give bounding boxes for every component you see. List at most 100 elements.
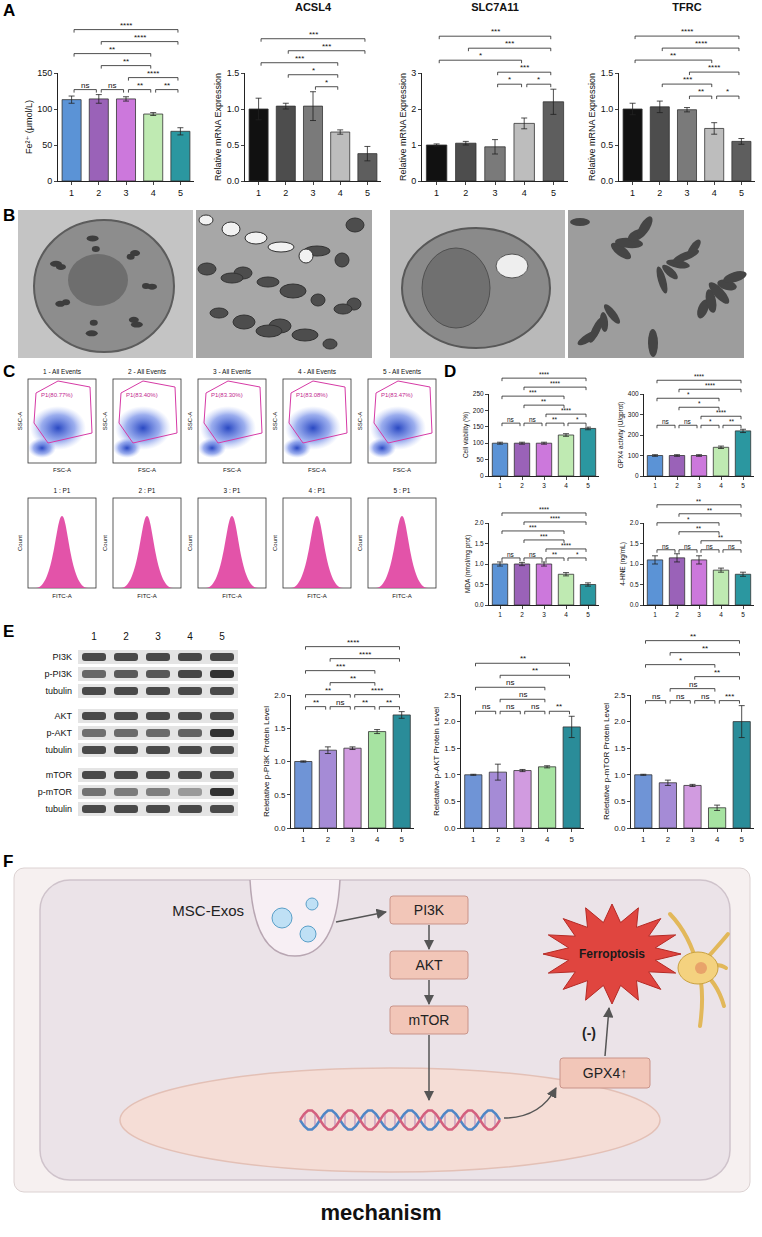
svg-text:1.5: 1.5 (227, 68, 240, 78)
svg-text:****: **** (695, 39, 707, 48)
svg-text:SSC-A: SSC-A (272, 412, 278, 430)
svg-text:FITC-A: FITC-A (392, 593, 411, 599)
svg-text:**: ** (325, 686, 331, 695)
svg-text:*: * (508, 75, 511, 84)
svg-text:4: 4 (187, 631, 193, 642)
svg-text:2.0: 2.0 (630, 519, 639, 526)
svg-text:1: 1 (91, 631, 97, 642)
svg-text:**: ** (520, 654, 526, 663)
svg-text:50: 50 (476, 456, 484, 463)
svg-text:FITC-A: FITC-A (52, 593, 71, 599)
svg-text:3: 3 (411, 68, 416, 78)
svg-text:ns: ns (529, 416, 537, 423)
svg-text:2: 2 (283, 188, 288, 198)
svg-text:5: 5 (741, 611, 745, 618)
svg-text:Count: Count (272, 535, 278, 551)
svg-text:*: * (698, 400, 701, 407)
svg-text:**: ** (350, 674, 356, 683)
svg-text:5: 5 (219, 631, 225, 642)
svg-text:****: **** (561, 542, 572, 549)
svg-text:*: * (726, 87, 729, 96)
svg-text:AKT: AKT (415, 957, 443, 973)
svg-text:2: 2 (463, 188, 468, 198)
svg-text:2.0: 2.0 (475, 519, 484, 526)
svg-text:4: 4 (719, 482, 723, 489)
svg-text:ns: ns (652, 692, 660, 701)
svg-text:0.5: 0.5 (227, 140, 240, 150)
svg-text:p-PI3K: p-PI3K (44, 669, 72, 679)
svg-text:*: * (576, 551, 579, 558)
svg-text:4: 4 (545, 835, 550, 844)
svg-text:Count: Count (187, 535, 193, 551)
svg-text:FSC-A: FSC-A (53, 467, 71, 473)
svg-text:PI3K: PI3K (414, 902, 445, 918)
svg-text:SSC-A: SSC-A (17, 412, 23, 430)
svg-text:ns: ns (81, 81, 89, 90)
svg-text:***: *** (683, 75, 692, 84)
svg-text:1: 1 (434, 188, 439, 198)
svg-text:4-HNE (ng/mL): 4-HNE (ng/mL) (619, 542, 627, 586)
svg-text:****: **** (539, 506, 550, 513)
svg-text:****: **** (550, 515, 561, 522)
svg-text:1: 1 (256, 188, 261, 198)
svg-text:****: **** (716, 409, 727, 416)
svg-text:ns: ns (662, 418, 670, 425)
svg-text:4: 4 (715, 835, 720, 844)
svg-text:3: 3 (123, 188, 128, 198)
svg-text:ns: ns (531, 702, 539, 711)
svg-text:1 - All Events: 1 - All Events (43, 368, 82, 375)
svg-text:*: * (709, 418, 712, 425)
svg-text:1.5: 1.5 (475, 540, 484, 547)
svg-text:3: 3 (155, 631, 161, 642)
svg-text:***: *** (336, 662, 345, 671)
svg-text:MSC-Exos: MSC-Exos (172, 902, 244, 919)
svg-text:**: ** (698, 87, 704, 96)
svg-text:****: **** (134, 33, 146, 42)
svg-text:150: 150 (37, 68, 52, 78)
svg-text:200: 200 (473, 407, 484, 414)
svg-text:ns: ns (507, 416, 515, 423)
svg-text:2: 2 (411, 104, 416, 114)
svg-text:1.5: 1.5 (601, 68, 614, 78)
svg-text:2 - All Events: 2 - All Events (128, 368, 167, 375)
svg-text:**: ** (714, 668, 720, 677)
svg-text:Relative mRNA Expression: Relative mRNA Expression (398, 73, 408, 181)
svg-text:ns: ns (336, 698, 344, 707)
svg-text:**: ** (123, 57, 129, 66)
svg-text:***: *** (725, 692, 734, 701)
svg-text:****: **** (705, 382, 716, 389)
svg-text:2.5: 2.5 (444, 691, 456, 700)
svg-text:PI3K: PI3K (52, 652, 72, 662)
svg-text:Fe²⁺ (μmol/L): Fe²⁺ (μmol/L) (24, 100, 34, 154)
svg-text:GPX4↑: GPX4↑ (583, 1065, 627, 1081)
svg-text:5: 5 (399, 835, 404, 844)
svg-text:***: *** (505, 39, 514, 48)
svg-text:Cell viability (%): Cell viability (%) (462, 412, 470, 458)
svg-text:1: 1 (411, 140, 416, 150)
svg-text:****: **** (694, 373, 705, 380)
svg-text:Ferroptosis: Ferroptosis (579, 947, 645, 961)
svg-text:0.0: 0.0 (475, 601, 484, 608)
svg-text:****: **** (359, 650, 371, 659)
svg-text:ns: ns (684, 543, 692, 550)
svg-text:*: * (479, 51, 482, 60)
svg-text:0.0: 0.0 (444, 824, 456, 833)
svg-text:150: 150 (473, 423, 484, 430)
svg-text:250: 250 (473, 390, 484, 397)
svg-text:200: 200 (628, 431, 639, 438)
svg-text:ns: ns (701, 692, 709, 701)
svg-text:5: 5 (551, 188, 556, 198)
svg-text:ns: ns (507, 551, 515, 558)
svg-text:0: 0 (635, 472, 639, 479)
svg-text:tubulin: tubulin (45, 745, 72, 755)
svg-text:1: 1 (301, 835, 306, 844)
svg-text:0.0: 0.0 (614, 824, 626, 833)
svg-text:0.5: 0.5 (274, 791, 286, 800)
svg-text:0.0: 0.0 (274, 824, 286, 833)
svg-text:1.0: 1.0 (274, 757, 286, 766)
svg-text:2.0: 2.0 (614, 717, 626, 726)
svg-text:1.5: 1.5 (444, 744, 456, 753)
svg-text:0.5: 0.5 (444, 797, 456, 806)
svg-text:****: **** (371, 686, 383, 695)
svg-text:***: *** (529, 389, 537, 396)
